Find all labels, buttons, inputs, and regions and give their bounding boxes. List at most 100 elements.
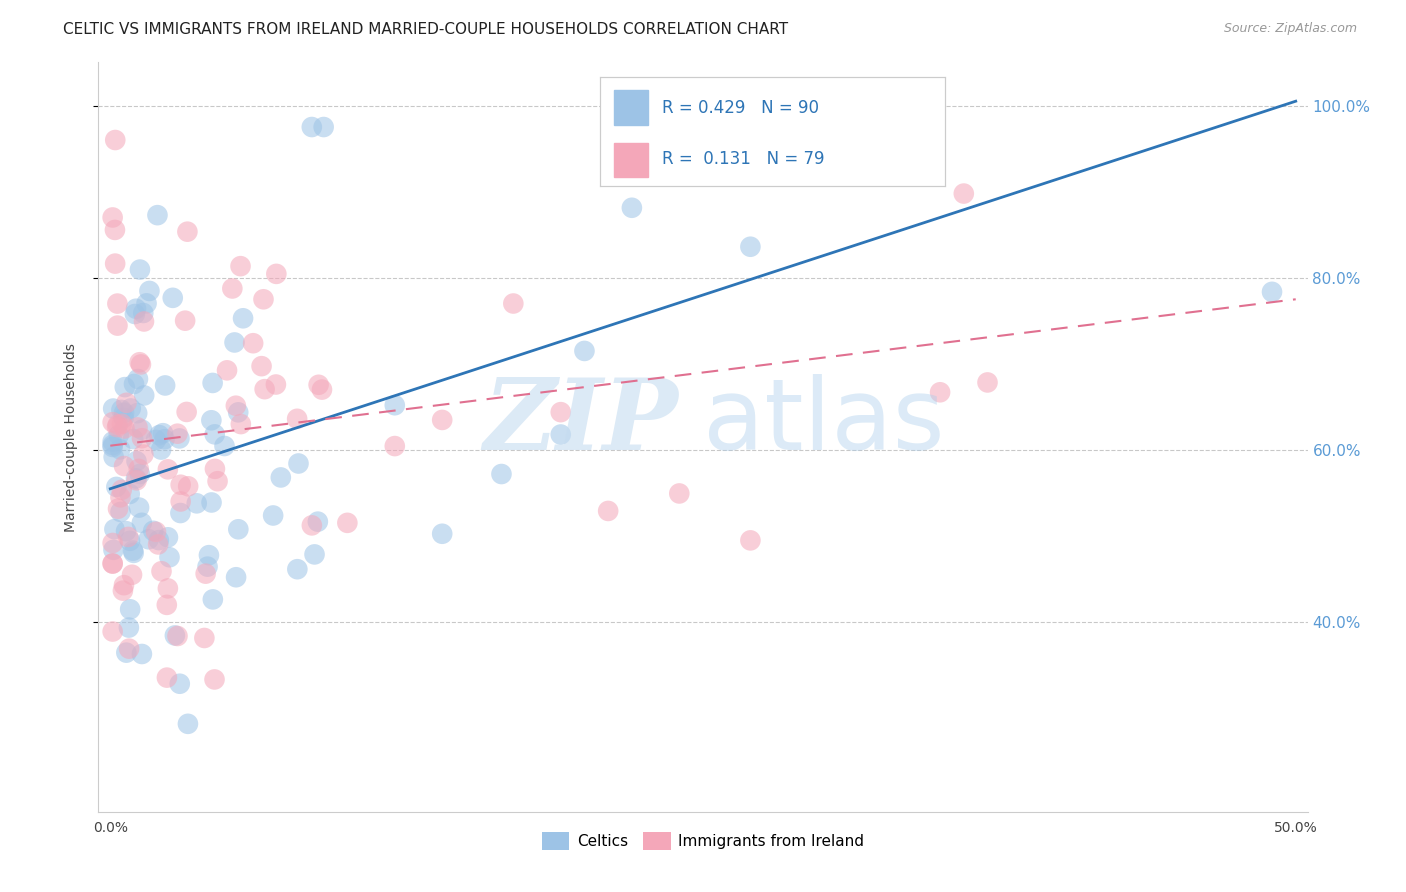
Point <box>146 537 169 551</box>
Point <box>128 355 150 369</box>
Point <box>264 377 287 392</box>
Point <box>128 500 150 515</box>
Point <box>103 401 125 416</box>
Point <box>304 548 326 562</box>
Point <box>550 405 572 419</box>
Point <box>207 474 229 488</box>
Point <box>1261 285 1284 299</box>
Point <box>131 647 153 661</box>
Point <box>122 546 145 560</box>
Point <box>131 431 153 445</box>
Point <box>118 641 141 656</box>
Point <box>177 716 200 731</box>
Point <box>204 462 226 476</box>
Point <box>242 336 264 351</box>
Point <box>301 120 323 134</box>
Point <box>104 257 127 271</box>
Point <box>620 201 643 215</box>
Point <box>215 363 238 377</box>
Point <box>146 208 169 222</box>
Point <box>929 385 952 400</box>
Point <box>253 382 276 396</box>
Point <box>163 628 186 642</box>
Point <box>740 240 762 254</box>
Point <box>169 432 191 446</box>
Point <box>101 536 124 550</box>
Point <box>226 405 249 419</box>
Point <box>176 225 198 239</box>
Point <box>197 559 219 574</box>
Point <box>432 413 454 427</box>
Point <box>103 522 125 536</box>
Point <box>170 494 193 508</box>
Point <box>204 427 226 442</box>
Point <box>135 296 157 310</box>
Point <box>104 133 127 147</box>
Point <box>125 301 148 316</box>
Point <box>122 543 145 558</box>
Point <box>201 376 224 390</box>
Point <box>125 471 148 485</box>
Point <box>128 462 150 476</box>
Point <box>266 267 288 281</box>
Point <box>120 401 142 416</box>
Point <box>228 522 250 536</box>
Point <box>132 306 155 320</box>
Point <box>101 557 124 571</box>
Point <box>127 372 149 386</box>
Point <box>229 259 252 273</box>
Point <box>225 399 247 413</box>
Point <box>312 120 335 134</box>
Point <box>115 646 138 660</box>
Point <box>502 296 524 310</box>
Point <box>156 671 179 685</box>
Point <box>262 508 284 523</box>
Point <box>138 284 160 298</box>
Point <box>287 457 309 471</box>
Point <box>159 550 181 565</box>
Point <box>122 376 145 391</box>
Point <box>550 427 572 442</box>
Point <box>114 380 136 394</box>
Point <box>432 526 454 541</box>
Point <box>118 533 141 548</box>
Point <box>976 376 998 390</box>
Point <box>125 454 148 468</box>
Point <box>111 417 134 431</box>
Point <box>132 314 155 328</box>
Point <box>105 480 128 494</box>
Point <box>574 343 596 358</box>
Point <box>176 405 198 419</box>
Y-axis label: Married-couple Households: Married-couple Households <box>63 343 77 532</box>
Point <box>101 624 124 639</box>
Point <box>129 358 152 372</box>
Point <box>150 564 173 578</box>
Point <box>115 396 138 410</box>
Legend: Celtics, Immigrants from Ireland: Celtics, Immigrants from Ireland <box>536 826 870 856</box>
Point <box>105 420 128 434</box>
Point <box>166 426 188 441</box>
Point <box>110 491 132 505</box>
Point <box>118 621 141 635</box>
Point <box>224 335 246 350</box>
Point <box>250 359 273 373</box>
Point <box>132 448 155 462</box>
Point <box>384 398 406 412</box>
Point <box>740 533 762 548</box>
Point <box>153 432 176 446</box>
Point <box>124 307 146 321</box>
Point <box>200 495 222 509</box>
Point <box>177 479 200 493</box>
Point <box>384 439 406 453</box>
Point <box>105 296 128 310</box>
Point <box>307 515 329 529</box>
Point <box>169 477 191 491</box>
Point <box>129 262 152 277</box>
Point <box>112 578 135 592</box>
Point <box>101 211 124 225</box>
Point <box>131 423 153 437</box>
Point <box>169 506 191 520</box>
Point <box>204 673 226 687</box>
Point <box>103 450 125 464</box>
Point <box>270 470 292 484</box>
